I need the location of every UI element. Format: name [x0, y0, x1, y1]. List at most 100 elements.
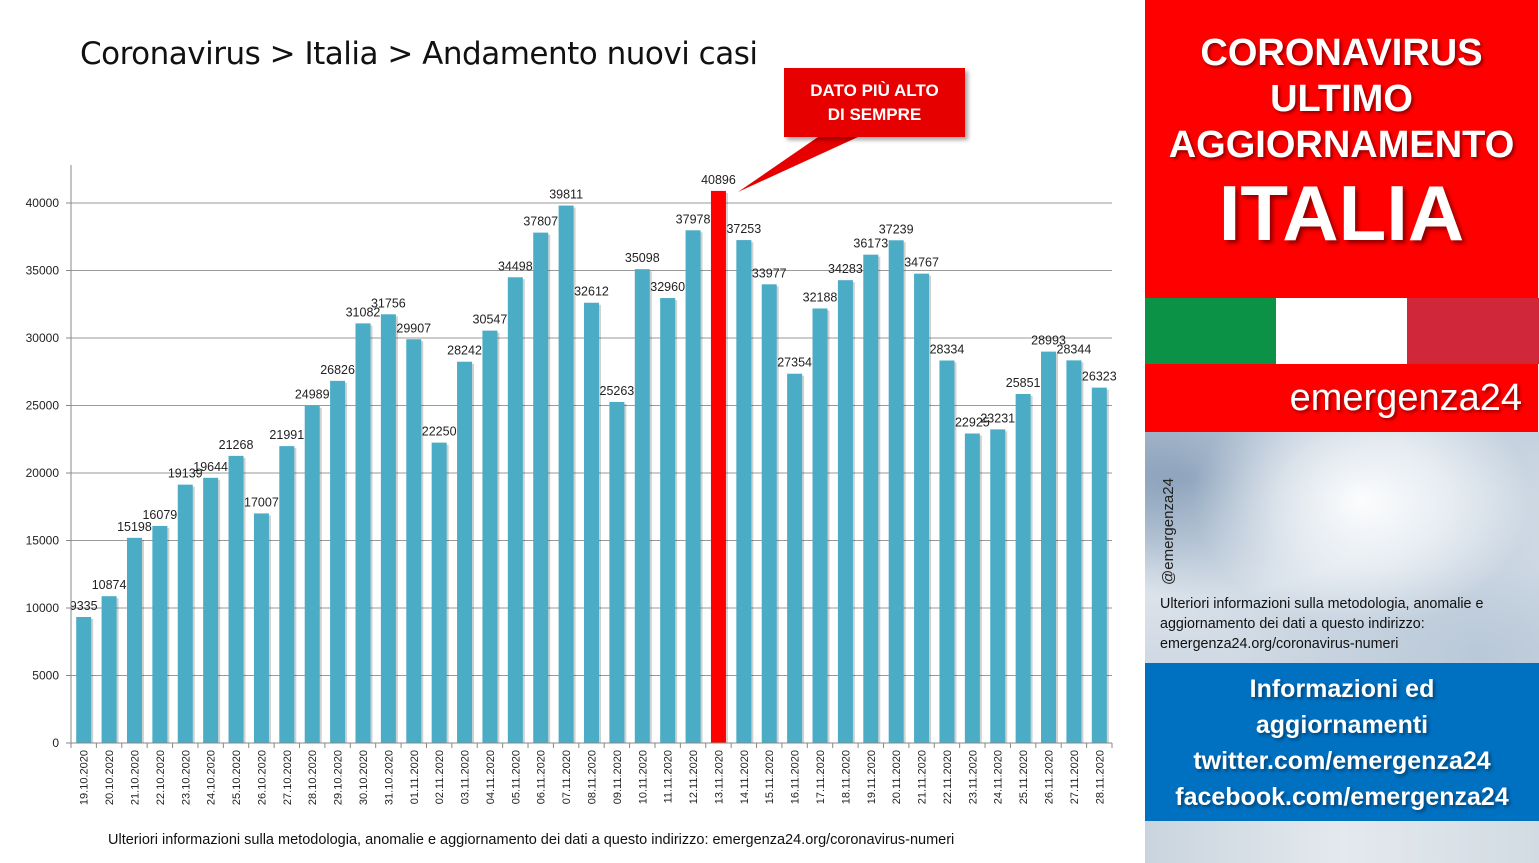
data-label: 39811: [549, 188, 583, 202]
bottom-photo-strip: [1145, 821, 1539, 863]
data-label: 37978: [676, 212, 711, 226]
data-label: 28242: [447, 344, 482, 358]
data-label: 32188: [803, 290, 838, 304]
data-label: 24989: [295, 388, 330, 402]
bar: [812, 308, 828, 743]
bar: [787, 373, 803, 743]
x-tick-label: 30.10.2020: [358, 750, 370, 805]
bar: [507, 277, 523, 743]
x-tick-label: 04.11.2020: [485, 750, 497, 804]
x-tick-label: 21.11.2020: [917, 750, 929, 804]
brand-bar: emergenza24: [1145, 364, 1538, 432]
bar: [431, 442, 447, 743]
x-tick-label: 14.11.2020: [739, 750, 751, 804]
data-label: 10874: [92, 578, 127, 592]
data-label: 26323: [1082, 370, 1117, 384]
bar: [837, 280, 853, 743]
bar: [1015, 394, 1031, 743]
bar: [279, 446, 295, 743]
bar: [380, 314, 396, 743]
bar: [76, 616, 92, 743]
data-label: 36173: [853, 237, 888, 251]
bar: [558, 205, 574, 743]
footer-note: Ulteriori informazioni sulla metodologia…: [108, 832, 955, 848]
bar: [457, 361, 473, 743]
x-tick-label: 18.11.2020: [840, 750, 852, 804]
x-tick-label: 13.11.2020: [713, 750, 725, 804]
data-label: 31082: [346, 305, 381, 319]
flag-green-stripe: [1145, 298, 1276, 364]
bar: [304, 405, 320, 743]
x-tick-label: 21.10.2020: [129, 750, 141, 805]
x-tick-label: 23.10.2020: [180, 750, 192, 805]
bar: [964, 433, 980, 743]
y-tick-label: 15000: [26, 534, 60, 548]
social-handle: @emergenza24: [1160, 478, 1177, 585]
callout-pointer: [738, 137, 858, 192]
axes: [70, 165, 1112, 744]
bar: [177, 484, 193, 743]
bar: [761, 284, 777, 743]
x-tick-label: 09.11.2020: [612, 750, 624, 804]
x-tick-label: 24.11.2020: [993, 750, 1005, 804]
info-line2: aggiornamenti: [1255, 711, 1429, 739]
bar: [203, 477, 219, 743]
x-tick-label: 26.11.2020: [1044, 750, 1056, 804]
x-tick-label: 25.10.2020: [231, 750, 243, 805]
italian-flag-icon: [1145, 298, 1539, 364]
info-box: Informazioni ed aggiornamenti twitter.co…: [1145, 663, 1539, 821]
background-photo: [1145, 432, 1539, 663]
x-tick-label: 02.11.2020: [434, 750, 446, 804]
x-tick-label: 20.10.2020: [104, 750, 116, 805]
bar: [482, 330, 498, 743]
header-line1: CORONAVIRUS: [1200, 32, 1483, 74]
bar: [355, 323, 371, 743]
x-tick-label: 06.11.2020: [536, 750, 548, 804]
facebook-link[interactable]: facebook.com/emergenza24: [1175, 783, 1509, 811]
data-label: 34498: [498, 259, 533, 273]
info-line1: Informazioni ed: [1249, 675, 1435, 703]
data-label: 32960: [650, 280, 685, 294]
x-tick-label: 12.11.2020: [688, 750, 700, 804]
data-label: 22250: [422, 425, 457, 439]
y-tick-label: 25000: [26, 399, 60, 413]
x-tick-label: 10.11.2020: [637, 750, 649, 804]
x-tick-label: 22.10.2020: [155, 750, 167, 805]
chart-title: Coronavirus > Italia > Andamento nuovi c…: [80, 36, 758, 72]
data-label: 21268: [219, 438, 254, 452]
x-tick-label: 05.11.2020: [510, 750, 522, 804]
callout-line1: DATO PIÙ ALTO: [810, 80, 939, 100]
x-tick-label: 11.11.2020: [663, 750, 675, 803]
data-label: 30547: [473, 313, 508, 327]
header-country: ITALIA: [1218, 169, 1465, 257]
x-tick-label: 31.10.2020: [383, 750, 395, 805]
data-label: 35098: [625, 251, 660, 265]
y-axis-ticks: 0 5000 10000 15000 20000 25000 30000 35000 40000: [26, 196, 71, 750]
bar: [1041, 351, 1057, 743]
data-label: 31756: [371, 296, 406, 310]
bar: [1091, 387, 1107, 743]
data-label: 19139: [168, 467, 203, 481]
data-label: 19644: [193, 460, 228, 474]
bar: [584, 302, 599, 743]
callout-line2: DI SEMPRE: [827, 104, 922, 124]
flag-red-stripe: [1407, 298, 1539, 364]
y-tick-label: 0: [52, 736, 59, 750]
record-callout: DATO PIÙ ALTO DI SEMPRE: [784, 68, 965, 137]
bar: [660, 298, 676, 743]
twitter-link[interactable]: twitter.com/emergenza24: [1193, 747, 1491, 775]
bar: [330, 380, 346, 743]
bar: [939, 360, 955, 743]
bar: [736, 240, 752, 743]
data-label: 25851: [1006, 376, 1041, 390]
data-label: 15198: [117, 520, 152, 534]
bar: [888, 240, 904, 743]
bar: [101, 596, 117, 743]
x-tick-label: 03.11.2020: [460, 750, 472, 804]
y-tick-label: 10000: [26, 601, 60, 615]
x-tick-label: 07.11.2020: [561, 750, 573, 804]
bar: [126, 537, 142, 743]
bar: [152, 525, 168, 743]
data-label: 26826: [320, 363, 355, 377]
x-tick-label: 28.10.2020: [307, 750, 319, 805]
